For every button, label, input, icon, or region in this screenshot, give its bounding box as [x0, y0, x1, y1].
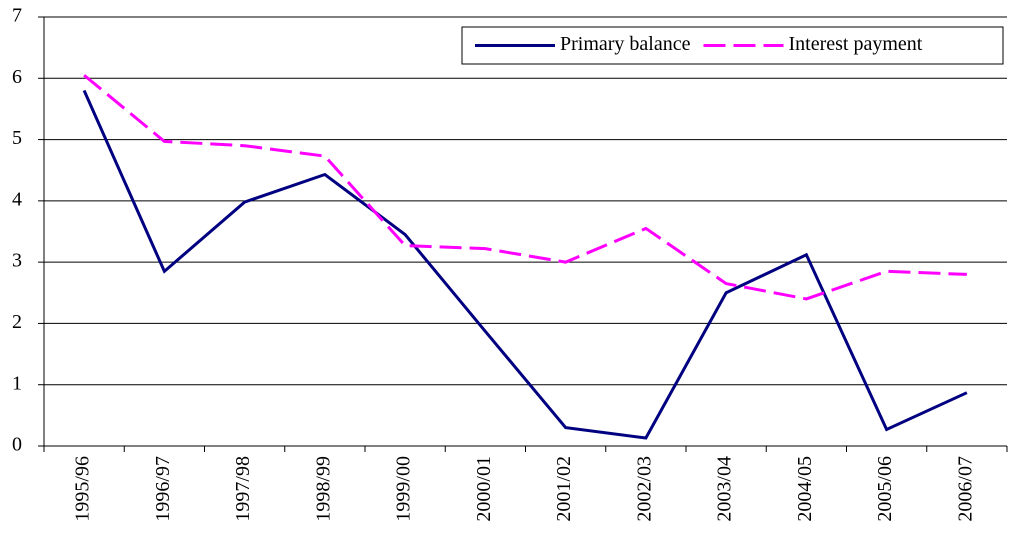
x-tick-label: 2006/07 — [954, 456, 976, 522]
x-tick-label: 1996/97 — [152, 456, 174, 522]
x-tick-label: 2003/04 — [714, 456, 736, 522]
y-tick-label: 5 — [12, 127, 22, 149]
legend-label: Primary balance — [560, 33, 691, 55]
x-tick-label: 1995/96 — [72, 456, 94, 522]
x-tick-label: 2005/06 — [874, 456, 896, 522]
y-tick-label: 3 — [12, 250, 22, 272]
y-tick-label: 0 — [12, 434, 22, 456]
x-tick-label: 2004/05 — [794, 456, 816, 522]
y-tick-label: 7 — [12, 5, 22, 27]
y-tick-label: 2 — [12, 311, 22, 333]
y-tick-label: 6 — [12, 66, 22, 88]
x-tick-label: 2002/03 — [633, 456, 655, 522]
x-tick-label: 1999/00 — [393, 456, 415, 522]
y-tick-label: 1 — [12, 372, 22, 394]
y-tick-label: 4 — [12, 188, 22, 210]
series-line — [82, 89, 968, 440]
x-tick-label: 2000/01 — [473, 456, 495, 522]
series-line — [83, 74, 967, 301]
x-tick-label: 1997/98 — [232, 456, 254, 522]
legend-label: Interest payment — [789, 33, 923, 55]
legend: Primary balance Interest payment — [461, 26, 1004, 65]
x-tick-label: 1998/99 — [312, 456, 334, 522]
x-tick-label: 2001/02 — [553, 456, 575, 522]
